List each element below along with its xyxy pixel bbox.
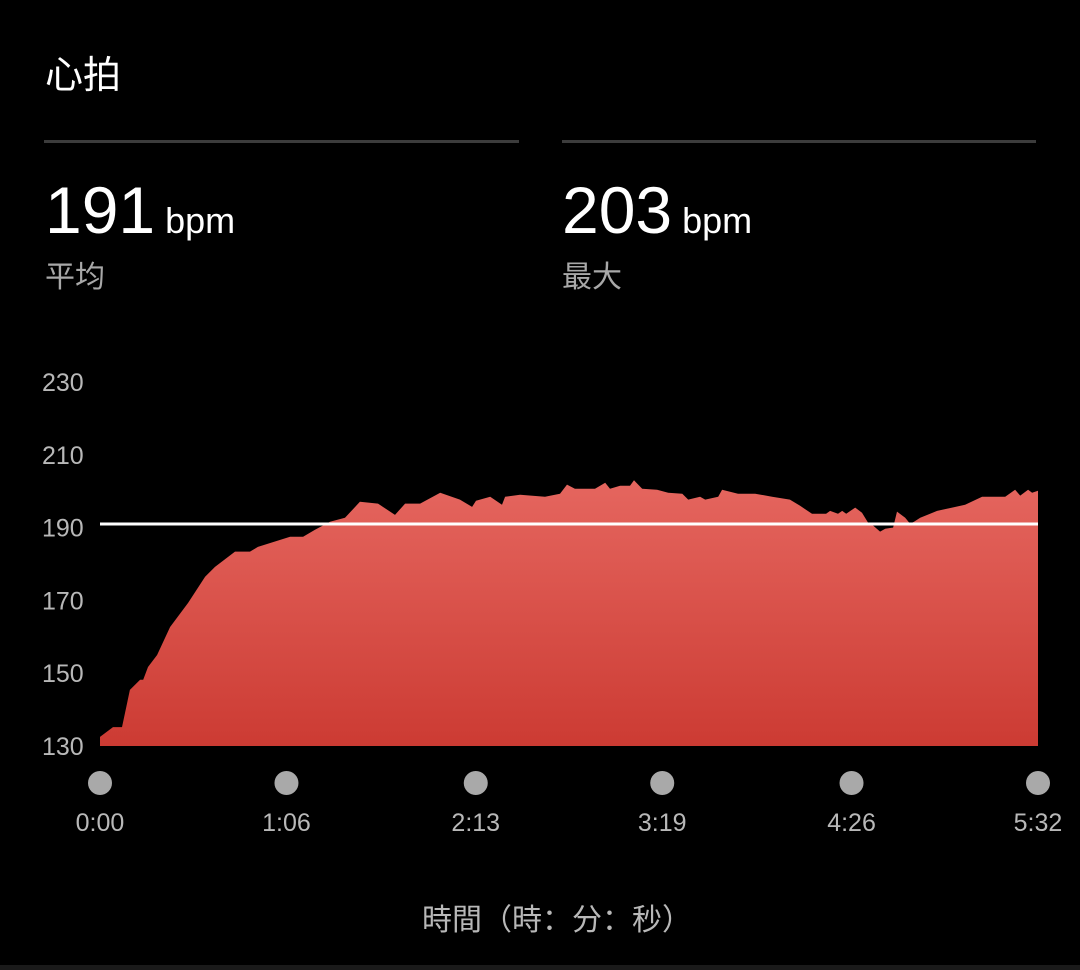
- x-tick-marker[interactable]: [1026, 771, 1050, 795]
- x-tick-marker[interactable]: [463, 771, 488, 795]
- max-stat: 203 bpm 最大: [562, 172, 752, 296]
- y-tick-label: 210: [42, 442, 84, 470]
- heart-rate-area: [100, 480, 1038, 746]
- average-unit: bpm: [165, 200, 236, 241]
- x-tick-label: 1:06: [262, 809, 311, 837]
- x-tick-label: 3:19: [638, 809, 687, 837]
- x-tick-marker[interactable]: [274, 771, 299, 795]
- x-tick-label: 5:32: [1014, 809, 1063, 837]
- divider: [562, 140, 1036, 143]
- divider: [44, 140, 519, 143]
- x-axis-title: 時間（時：分：秒）: [422, 903, 692, 938]
- x-tick-marker[interactable]: [88, 771, 112, 795]
- y-tick-label: 190: [42, 515, 84, 543]
- x-tick-marker[interactable]: [839, 771, 864, 795]
- bottom-bar: [0, 965, 1080, 970]
- average-label: 平均: [45, 260, 105, 295]
- page-title: 心拍: [45, 53, 122, 97]
- y-tick-label: 150: [42, 660, 84, 688]
- y-tick-label: 130: [42, 733, 84, 761]
- average-stat: 191 bpm 平均: [45, 172, 235, 296]
- max-unit: bpm: [682, 200, 753, 241]
- x-tick-label: 2:13: [451, 809, 500, 837]
- average-value: 191: [45, 173, 156, 247]
- x-tick-marker[interactable]: [650, 771, 675, 795]
- x-tick-label: 4:26: [827, 809, 876, 837]
- x-tick-label: 0:00: [76, 809, 125, 837]
- max-value: 203: [562, 173, 673, 247]
- y-tick-label: 170: [42, 587, 84, 615]
- max-label: 最大: [562, 260, 622, 295]
- y-tick-label: 230: [42, 369, 84, 397]
